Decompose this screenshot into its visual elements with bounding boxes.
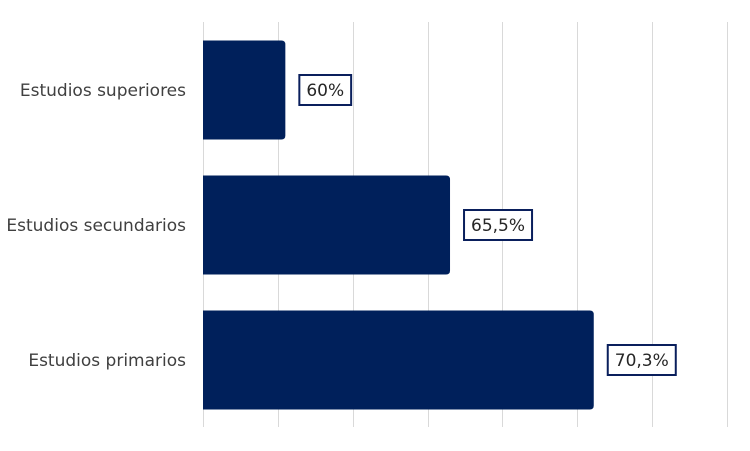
category-label-0: Estudios superiores xyxy=(20,81,186,101)
value-label-box-0 xyxy=(298,74,353,106)
value-label-box-2 xyxy=(606,344,677,376)
category-label-2: Estudios primarios xyxy=(28,351,186,371)
value-labels: 60% 65,5% 70,3% xyxy=(298,74,677,376)
bar-2 xyxy=(203,310,594,410)
value-label-0: 60% xyxy=(298,74,353,106)
category-labels: Estudios superiores Estudios secundarios E… xyxy=(6,81,186,371)
value-label-text-2: 70,3% xyxy=(615,351,669,371)
value-label-1: 65,5% xyxy=(463,209,534,241)
value-label-text-1: 65,5% xyxy=(471,216,525,236)
value-label-2: 70,3% xyxy=(606,344,677,376)
value-label-text-0: 60% xyxy=(306,81,344,101)
bar-1 xyxy=(203,175,451,275)
value-label-box-1 xyxy=(463,209,534,241)
bar-0 xyxy=(203,40,286,140)
category-label-1: Estudios secundarios xyxy=(6,216,186,236)
bars xyxy=(203,40,594,410)
